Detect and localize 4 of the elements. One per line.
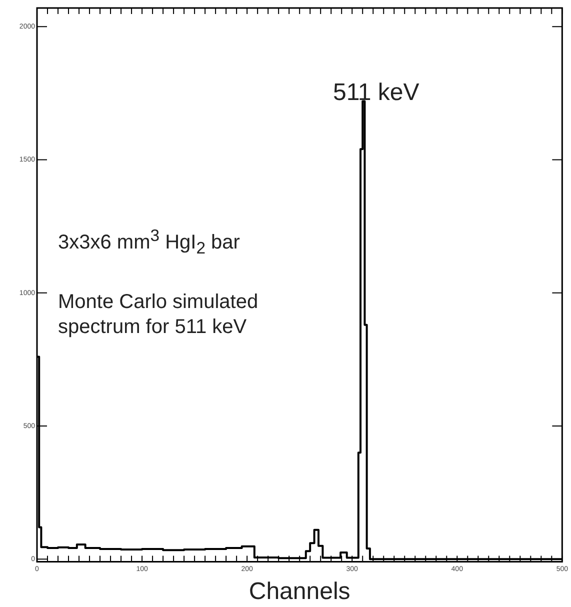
x-axis-title: Channels [248,578,350,606]
annotation: 3x3x6 mm$^{3}$ HgI$_{2}$ bar [58,226,241,260]
annotation: Monte Carlo simulated spectrum for 511 keV [58,290,260,340]
annotation: 511 keV [333,78,420,108]
